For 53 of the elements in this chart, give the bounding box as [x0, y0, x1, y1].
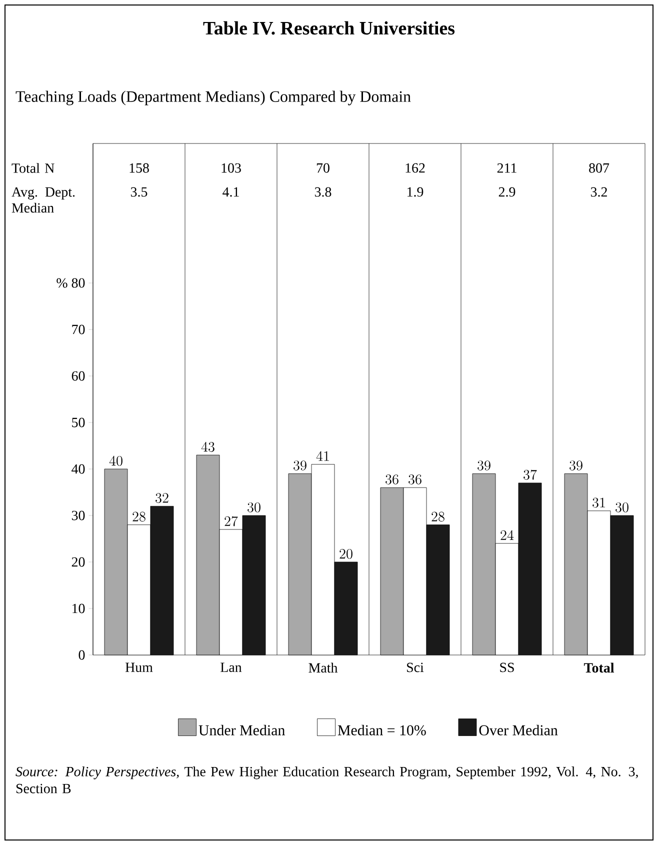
data-label: 28 [432, 512, 444, 522]
y-tick-label: 20 [72, 557, 85, 567]
y-tick-label: 70 [72, 324, 85, 334]
data-label: 40 [109, 456, 122, 466]
y-tick-label: 50 [72, 418, 85, 428]
y-tick-label: % 80 [56, 278, 85, 288]
y-tick-label: 30 [72, 510, 85, 520]
data-label: 20 [340, 548, 352, 559]
y-tick-label: 0 [78, 650, 85, 660]
data-label: 37 [524, 470, 537, 480]
x-tick-label: Total [584, 662, 614, 673]
text: Source: Policy Perspectives, The Pew Higher Education Research Program, September 1992, Vol. 4, No. 3, Section B [16, 766, 638, 794]
text: Avg. Dept. Median [12, 187, 75, 213]
data-label: 36 [408, 474, 422, 484]
x-tick-label: Hum [125, 662, 153, 672]
y-tick-label: 40 [72, 464, 85, 474]
chart-subtitle: Teaching Loads (Department Medians) Compared by Domain [16, 90, 411, 106]
annotation: 807 [589, 163, 610, 173]
annotation: 1.9 [408, 187, 424, 197]
x-tick-label: Math [308, 662, 338, 673]
y-tick-label: 60 [72, 371, 85, 381]
annotation: 162 [406, 163, 425, 173]
legend-label: Under Median [198, 724, 285, 736]
data-label: 41 [316, 451, 329, 461]
x-tick-label: SS [500, 662, 514, 672]
text: Total N [12, 163, 54, 173]
data-label: 28 [132, 512, 146, 522]
annotation: 158 [130, 163, 149, 173]
annotation: 211 [497, 163, 516, 173]
y-tick-label: 10 [72, 604, 85, 614]
annotation: 3.2 [590, 187, 607, 197]
data-label: 32 [156, 493, 168, 503]
annotation: 70 [316, 163, 330, 173]
data-label: 30 [616, 502, 628, 512]
x-tick-label: Lan [220, 662, 242, 672]
data-label: 39 [294, 460, 306, 470]
annotation: 2.9 [498, 187, 516, 197]
annotation: 3.8 [314, 187, 332, 197]
data-label: 27 [224, 516, 238, 526]
legend-label: Over Median [479, 724, 558, 736]
data-label: 39 [570, 460, 582, 470]
annotation: 103 [222, 163, 241, 173]
data-label: 39 [478, 460, 490, 470]
x-tick-label: Sci [407, 662, 424, 672]
data-label: 24 [500, 530, 514, 540]
chart-title: Table IV. Research Universities [203, 21, 455, 35]
annotation: 3.5 [130, 187, 148, 197]
data-label: 30 [248, 502, 260, 512]
data-label: 36 [386, 474, 398, 484]
legend-label: Median = 10% [338, 724, 426, 736]
annotation: 4.1 [222, 187, 239, 197]
data-label: 31 [592, 498, 605, 508]
data-label: 43 [201, 442, 214, 452]
